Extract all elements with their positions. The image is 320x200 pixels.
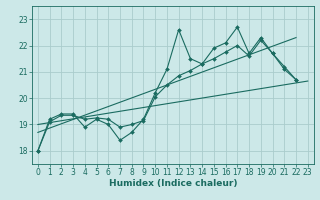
- X-axis label: Humidex (Indice chaleur): Humidex (Indice chaleur): [108, 179, 237, 188]
